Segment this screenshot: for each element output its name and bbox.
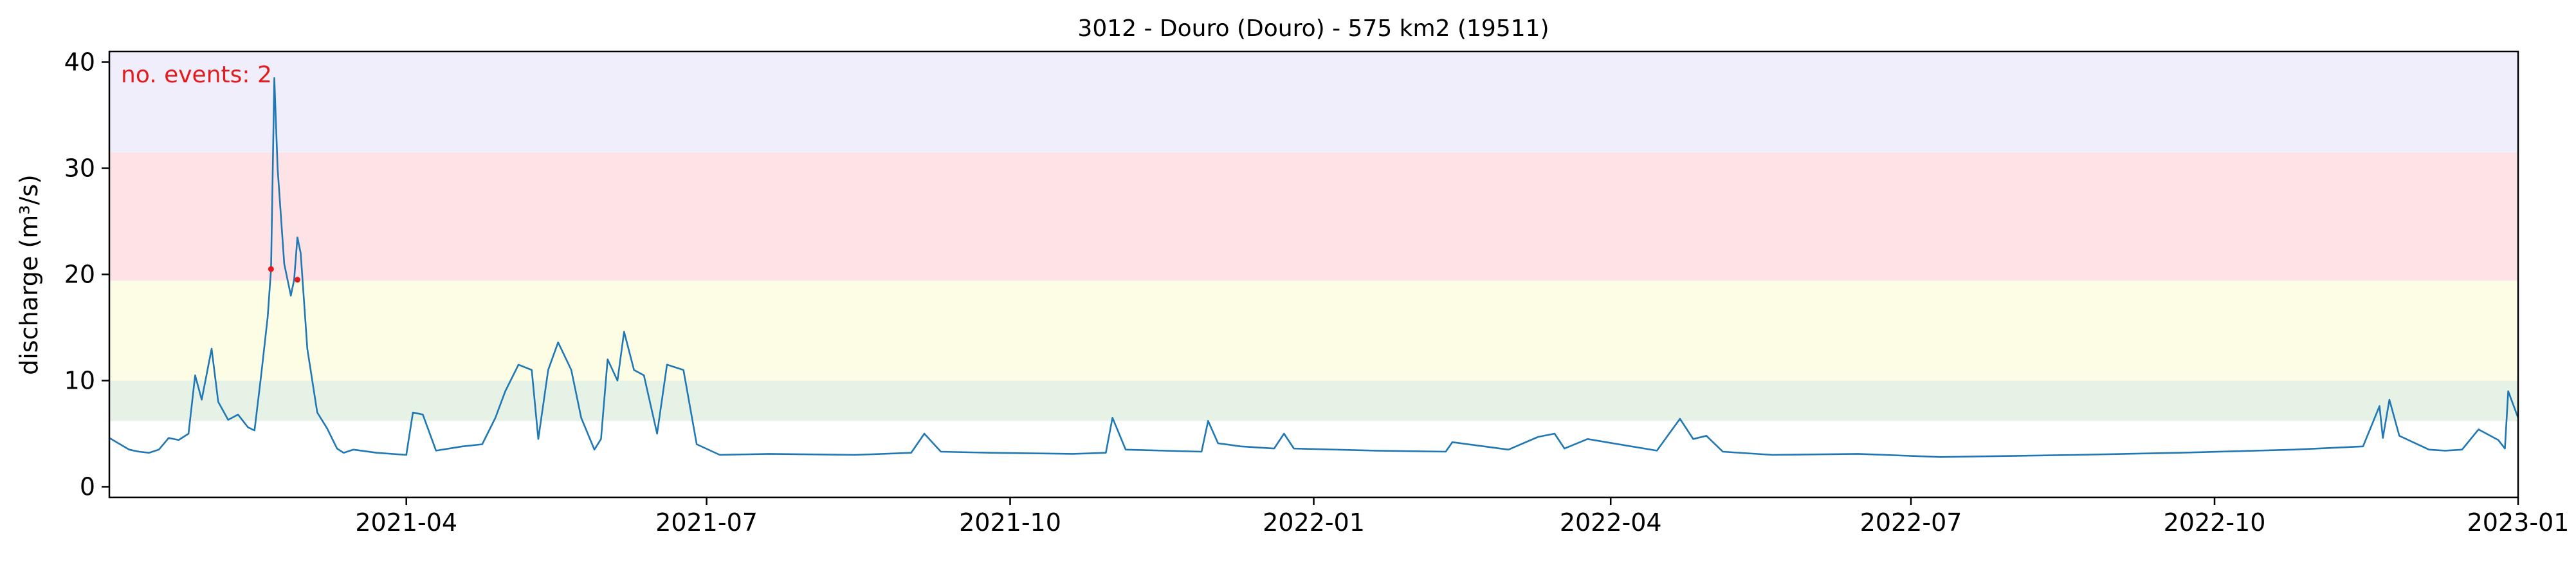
y-tick-label: 30 xyxy=(64,154,95,183)
threshold-band-1 xyxy=(109,281,2518,381)
y-tick-label: 10 xyxy=(64,367,95,395)
chart-title: 3012 - Douro (Douro) - 575 km2 (19511) xyxy=(1077,15,1549,42)
events-annotation: no. events: 2 xyxy=(121,62,272,88)
y-tick-label: 40 xyxy=(64,48,95,77)
x-tick-label: 2021-10 xyxy=(959,508,1061,537)
threshold-bands xyxy=(109,51,2518,421)
threshold-band-3 xyxy=(109,51,2518,152)
x-tick-label: 2022-10 xyxy=(2164,508,2266,537)
event-marker-2 xyxy=(294,277,300,283)
threshold-band-0 xyxy=(109,380,2518,421)
y-tick-label: 20 xyxy=(64,261,95,289)
event-marker-1 xyxy=(268,266,274,272)
event-markers xyxy=(268,266,300,283)
x-tick-label: 2023-01 xyxy=(2467,508,2570,537)
x-tick-label: 2022-07 xyxy=(1860,508,1962,537)
x-axis: 2021-04 2021-07 2021-10 2022-01 2022-04 2022-… xyxy=(355,497,2569,537)
x-tick-label: 2022-01 xyxy=(1263,508,1365,537)
y-axis: 0 10 20 30 40 xyxy=(64,48,109,501)
y-tick-label: 0 xyxy=(80,473,95,501)
y-axis-label: discharge (m³/s) xyxy=(15,174,43,375)
threshold-band-2 xyxy=(109,152,2518,281)
x-tick-label: 2021-04 xyxy=(355,508,457,537)
x-tick-label: 2021-07 xyxy=(655,508,758,537)
x-tick-label: 2022-04 xyxy=(1560,508,1662,537)
